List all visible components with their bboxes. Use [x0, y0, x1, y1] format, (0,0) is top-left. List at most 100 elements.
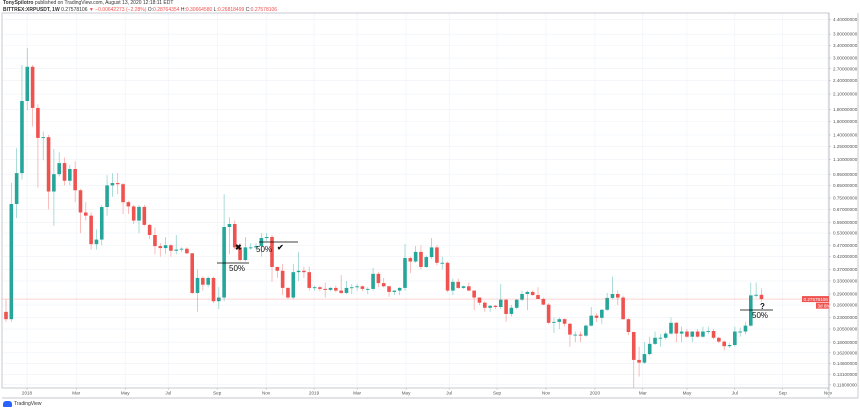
candle-up [105, 175, 109, 216]
candle-body [440, 262, 445, 264]
candle-down [153, 227, 157, 255]
candle-body [679, 331, 684, 334]
x-tick-label: May [683, 391, 692, 396]
candle-up [227, 217, 232, 255]
candle-body [621, 297, 625, 320]
symbol-label[interactable]: BITTREX:XRPUSDT, 1W [3, 6, 60, 13]
candle-body [397, 287, 402, 291]
candle-up [243, 236, 248, 262]
candle-body [365, 288, 370, 290]
candle-body [530, 291, 535, 296]
candle-body [759, 294, 764, 300]
candle-up [424, 255, 429, 269]
candle-body [355, 286, 359, 288]
candle-body [25, 66, 30, 102]
candle-up [451, 278, 455, 296]
candle-up [663, 331, 668, 340]
tradingview-cloud-icon [3, 401, 12, 407]
candlestick-chart[interactable]: 4.40000000 3.80000000 3.40000000 3.00000000… [0, 0, 860, 400]
candle-down [546, 303, 551, 325]
y-tick-label: 3.80000000 [833, 32, 858, 37]
candle-body [525, 291, 530, 294]
candle-body [403, 258, 407, 288]
candle-body [637, 359, 641, 363]
candle-body [461, 286, 466, 288]
candle-up [552, 317, 556, 334]
candle-body [520, 294, 524, 300]
y-tick-label: 0.14600000 [833, 361, 858, 366]
y-tick-label: 0.26000000 [833, 303, 858, 308]
candle-down [759, 288, 764, 302]
candle-down [722, 340, 726, 351]
candle-body [201, 277, 205, 285]
candle-down [36, 104, 40, 188]
candle-up [350, 284, 354, 294]
candle-up [679, 326, 684, 343]
candle-body [552, 321, 556, 323]
candle-down [456, 278, 460, 289]
candle-body [158, 246, 163, 249]
candle-up [312, 285, 317, 291]
candle-down [121, 183, 125, 215]
candle-body [509, 307, 514, 314]
candle-body [589, 315, 593, 326]
candle-body [206, 277, 210, 285]
candle-body [743, 325, 748, 332]
candle-body [514, 299, 519, 308]
candle-body [137, 206, 141, 221]
candle-body [14, 173, 19, 204]
x-tick-label: Sep [779, 391, 788, 396]
candle-body [392, 290, 397, 292]
y-tick-label: 3.00000000 [833, 56, 858, 61]
candle-down [232, 220, 237, 250]
candle-down [84, 202, 88, 221]
candle-down [89, 212, 93, 250]
x-tick-label: Jul [732, 391, 738, 396]
candle-body [584, 325, 588, 336]
y-tick-label: 0.37000000 [833, 267, 858, 272]
candle-body [323, 288, 327, 290]
candle-body [690, 331, 695, 337]
candle-body [195, 277, 200, 293]
candle-body [749, 295, 753, 326]
candle-body [610, 294, 615, 298]
candle-down [62, 157, 67, 186]
candle-body [674, 322, 679, 334]
candle-up [20, 64, 24, 180]
candle-body [78, 190, 83, 213]
down-arrow-icon: ▼ [88, 6, 94, 13]
candle-down [275, 266, 280, 278]
candle-up [371, 267, 375, 291]
candle-up [41, 131, 46, 161]
y-tick-label: 4.40000000 [833, 17, 858, 22]
candle-up [600, 308, 604, 325]
y-tick-label: 0.67000000 [833, 207, 858, 212]
y-tick-label: 0.95000000 [833, 172, 858, 177]
candle-up [647, 336, 652, 356]
candle-down [334, 285, 338, 293]
y-tick-label: 1.10000000 [833, 157, 858, 162]
candle-body [669, 322, 673, 334]
candle-body [408, 258, 413, 262]
tradingview-logo[interactable]: TradingView [3, 401, 42, 407]
candle-down [685, 329, 689, 338]
candle-up [738, 327, 742, 337]
candle-down [211, 276, 216, 304]
candle-down [594, 313, 599, 322]
author-name[interactable]: TonySpilotro [3, 0, 34, 6]
candle-body [238, 247, 242, 261]
candle-body [626, 319, 631, 333]
candle-down [280, 264, 285, 296]
candle-body [147, 224, 152, 236]
candle-up [589, 306, 593, 327]
candle-down [4, 298, 8, 322]
candle-body [41, 137, 46, 139]
candle-body [360, 286, 365, 289]
publish-info: published on TradingView.com, August 13,… [34, 0, 174, 6]
candles [4, 48, 764, 389]
candle-body [663, 333, 668, 338]
candle-up [509, 305, 514, 317]
candle-up [365, 287, 370, 294]
logo-text: TradingView [14, 401, 42, 407]
candle-up [355, 284, 359, 291]
